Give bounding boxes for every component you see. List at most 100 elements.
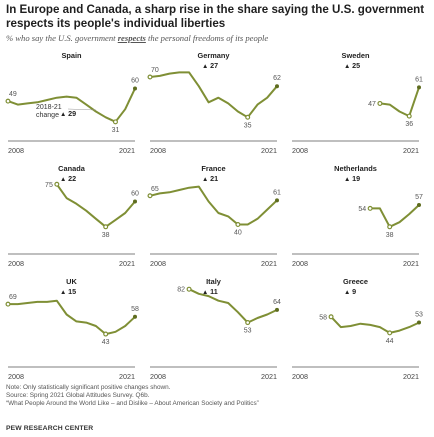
x-tick-label: 2021 xyxy=(119,146,135,155)
data-label: 35 xyxy=(244,122,252,129)
data-label: 60 xyxy=(131,191,139,198)
data-point xyxy=(275,198,279,203)
data-point xyxy=(367,205,373,211)
panel-title: Sweden xyxy=(342,51,370,60)
panel-title: Netherlands xyxy=(334,164,377,173)
annotation-line: 2018-21 xyxy=(36,104,62,111)
data-point xyxy=(186,286,192,292)
change-value: 21 xyxy=(210,174,218,183)
brand-name: PEW RESEARCH CENTER xyxy=(6,425,94,432)
change-value: 19 xyxy=(352,174,360,183)
data-point xyxy=(235,221,241,227)
x-tick-label: 2008 xyxy=(8,146,24,155)
panel-greece: Greece 58 44 53 ▲ 9 2008 2021 xyxy=(292,277,423,380)
up-arrow-icon: ▲ xyxy=(60,176,68,183)
change-value: 9 xyxy=(352,287,356,296)
data-label: 31 xyxy=(112,127,120,134)
panel-uk: UK 69 43 58 ▲ 15 2008 2021 xyxy=(5,277,139,380)
change-value: 11 xyxy=(210,287,218,296)
change-label: ▲ 29 xyxy=(60,109,76,118)
series-line xyxy=(7,299,136,336)
data-point xyxy=(5,98,11,104)
data-point xyxy=(54,181,60,187)
data-label: 38 xyxy=(386,232,394,239)
data-label: 58 xyxy=(319,314,327,321)
change-label: ▲ 27 xyxy=(202,61,218,70)
change-value: 27 xyxy=(210,61,218,70)
up-arrow-icon: ▲ xyxy=(202,63,210,70)
x-tick-label: 2008 xyxy=(150,259,166,268)
data-point xyxy=(417,85,421,90)
data-label: 36 xyxy=(405,121,413,128)
x-tick-label: 2008 xyxy=(292,146,308,155)
up-arrow-icon: ▲ xyxy=(60,289,68,296)
data-point xyxy=(133,86,137,91)
data-point xyxy=(387,224,393,230)
data-label: 82 xyxy=(177,287,185,294)
panel-netherlands: Netherlands 54 38 57 ▲ 19 2008 2021 xyxy=(292,164,423,268)
x-tick-label: 2008 xyxy=(292,259,308,268)
subtitle-suffix: the personal freedoms of its people xyxy=(145,33,269,43)
data-point xyxy=(406,113,412,119)
panel-title: Italy xyxy=(206,277,222,286)
data-label: 53 xyxy=(244,328,252,335)
data-label: 58 xyxy=(131,306,139,313)
x-tick-label: 2008 xyxy=(150,372,166,380)
x-tick-label: 2021 xyxy=(261,146,277,155)
report-title-text: “What People Around the World Like – and… xyxy=(6,400,259,407)
series-line xyxy=(149,71,278,119)
chart-subtitle: % who say the U.S. government respects t… xyxy=(6,33,428,43)
series-line xyxy=(330,315,420,334)
data-label: 57 xyxy=(415,194,423,201)
data-point xyxy=(112,119,118,125)
panel-title: Greece xyxy=(343,277,368,286)
up-arrow-icon: ▲ xyxy=(344,289,352,296)
data-point xyxy=(417,202,421,207)
data-label: 69 xyxy=(9,294,17,301)
data-point xyxy=(417,320,421,325)
up-arrow-icon: ▲ xyxy=(202,176,210,183)
series-line xyxy=(188,288,278,324)
data-label: 47 xyxy=(368,101,376,108)
data-point xyxy=(147,193,153,199)
annotation-line: change xyxy=(36,112,59,119)
data-point xyxy=(245,320,251,326)
series-line xyxy=(369,204,420,228)
change-label: ▲ 19 xyxy=(344,174,360,183)
subtitle-emphasis: respects xyxy=(117,33,146,43)
data-point xyxy=(5,301,11,307)
data-point xyxy=(275,84,279,89)
note-text: Note: Only statistically significant pos… xyxy=(6,384,171,391)
panel-italy: Italy 82 53 64 ▲ 11 2008 2021 xyxy=(150,277,281,380)
series-line xyxy=(55,183,136,228)
data-label: 62 xyxy=(273,75,281,82)
data-label: 64 xyxy=(273,299,281,306)
chart-title: In Europe and Canada, a sharp rise in th… xyxy=(6,3,425,30)
data-point xyxy=(103,331,109,337)
data-label: 38 xyxy=(102,232,110,239)
subtitle-prefix: % who say the U.S. government xyxy=(6,33,118,43)
x-tick-label: 2008 xyxy=(150,146,166,155)
series-line xyxy=(378,86,420,118)
change-value: 25 xyxy=(352,61,360,70)
x-tick-label: 2021 xyxy=(403,372,419,380)
data-point xyxy=(387,330,393,336)
panel-germany: Germany 70 35 62 ▲ 27 2008 2021 xyxy=(147,51,281,155)
panel-title: UK xyxy=(66,277,77,286)
data-point xyxy=(133,199,137,204)
data-label: 40 xyxy=(234,230,242,237)
change-value: 22 xyxy=(68,174,76,183)
data-point xyxy=(147,74,153,80)
x-tick-label: 2008 xyxy=(8,372,24,380)
data-label: 70 xyxy=(151,67,159,74)
panel-title: Spain xyxy=(61,51,82,60)
data-label: 60 xyxy=(131,78,139,85)
data-point xyxy=(328,314,334,320)
data-point xyxy=(103,224,109,230)
data-point xyxy=(133,314,137,319)
x-tick-label: 2021 xyxy=(403,259,419,268)
x-tick-label: 2021 xyxy=(261,259,277,268)
up-arrow-icon: ▲ xyxy=(344,176,352,183)
data-point xyxy=(377,100,383,106)
